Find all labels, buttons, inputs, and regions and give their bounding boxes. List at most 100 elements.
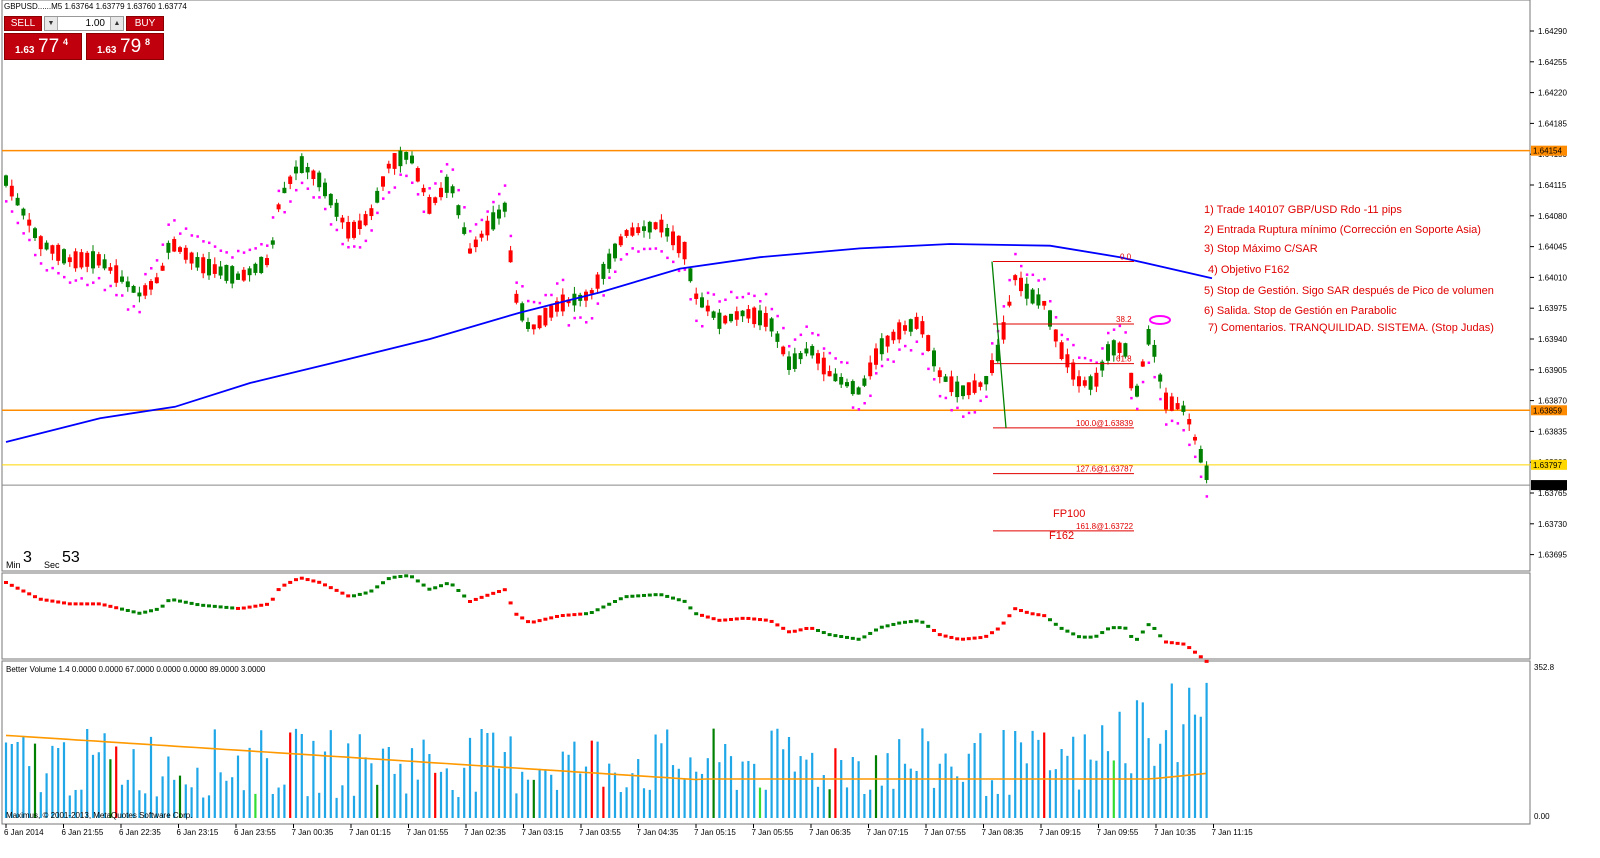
candle-body [879,338,884,355]
candle-body [717,312,722,329]
oscillator-bar [769,619,774,623]
oscillator-bar [810,626,815,630]
candle-body [439,187,443,198]
oscillator-bar [1111,626,1116,630]
candle-body [676,235,681,254]
sar-dot [39,262,43,265]
oscillator-bar [328,586,333,590]
oscillator-bar [508,601,513,605]
candle-body [62,249,66,264]
oscillator-bar [578,612,583,616]
sar-dot [1095,361,1098,364]
oscillator-bar [717,618,722,622]
candle-body [1007,301,1012,306]
oscillator-bar [4,581,8,584]
sar-dot [132,305,136,308]
volume-indicator-title: Better Volume 1.4 0.0000 0.0000 67.0000 … [6,665,266,674]
volume-scale-bottom: 0.00 [1534,812,1550,821]
oscillator-bar [943,634,948,638]
oscillator-bar [149,609,153,613]
oscillator-bar [613,600,617,603]
buy-button[interactable]: BUY [126,16,164,31]
candle-body [845,382,849,387]
candle-body [247,268,252,276]
sell-button[interactable]: SELL [4,16,42,31]
candle-body [485,220,490,236]
sar-dot [666,256,669,260]
sar-dot [393,186,397,189]
sar-dot [1054,316,1058,319]
candle-body [798,353,803,360]
oscillator-bar [317,580,322,584]
oscillator-bar [114,606,119,610]
sar-dot [851,406,855,409]
sar-dot [596,302,600,305]
candle-body [386,163,391,169]
sar-dot [973,411,977,414]
lot-size-field[interactable]: ▼ 1.00 ▲ [44,16,124,31]
candle-body [456,205,461,216]
candle-body [624,230,629,236]
sar-dot [834,357,837,360]
sar-dot [86,283,89,287]
lot-increase-arrow-icon[interactable]: ▲ [110,17,123,30]
price-tag-label: 1.63774 [1533,481,1562,490]
oscillator-bar [792,629,797,633]
buy-quote[interactable]: 1.63 79 8 [86,33,164,60]
candle-body [943,376,948,382]
candle-body [33,228,37,239]
sar-dot [1060,333,1064,337]
oscillator-bar [821,631,826,635]
sar-dot [1124,331,1127,334]
candle-body [50,245,55,254]
candle-body [392,153,397,169]
oscillator-bar [79,602,84,606]
sar-dot [759,300,762,303]
candle-body [1082,380,1087,386]
buy-quote-pips: 79 [120,36,142,57]
sar-dot [660,250,663,253]
candle-body [265,258,269,266]
oscillator-bar [845,635,849,639]
oscillator-bar [386,577,391,581]
candle-body [740,310,745,317]
price-tick-label: 1.64115 [1538,181,1567,190]
candle-body [682,241,687,260]
sar-dot [138,310,141,314]
candle-body [143,285,148,296]
annotation-4: 4) Objetivo F162 [1208,264,1290,276]
sar-dot [1153,375,1156,379]
f162-label: F162 [1049,530,1075,542]
oscillator-bar [1001,621,1006,625]
price-tick-label: 1.64080 [1538,212,1567,221]
oscillator-bar [647,593,652,597]
sell-quote[interactable]: 1.63 77 4 [4,33,82,60]
candle-body [566,299,571,304]
lot-decrease-arrow-icon[interactable]: ▼ [45,17,58,30]
candle-body [700,297,704,308]
oscillator-bar [340,591,345,595]
fib-level-label: 100.0@1.63839 [1076,419,1134,428]
oscillator-bar [56,600,61,604]
candle-body [1140,361,1145,367]
sar-dot [747,292,750,295]
oscillator-bar [804,626,809,630]
lot-size-value[interactable]: 1.00 [85,18,105,29]
oscillator-bars [4,574,1209,663]
sar-dot [329,223,333,226]
candle-body [149,281,153,290]
candle-body [966,382,971,396]
oscillator-bar [1204,659,1209,663]
candle-body [375,190,380,203]
oscillator-bar [1193,650,1197,654]
oscillator-bar [1123,626,1128,630]
candle-body [665,227,670,237]
sar-dot [828,351,832,355]
oscillator-bar [230,606,235,610]
sar-dot [126,308,130,311]
time-axis-label: 7 Jan 07:55 [924,828,966,837]
oscillator-bar [1135,637,1139,641]
sar-dot [1014,252,1017,256]
oscillator-bar [363,591,368,595]
